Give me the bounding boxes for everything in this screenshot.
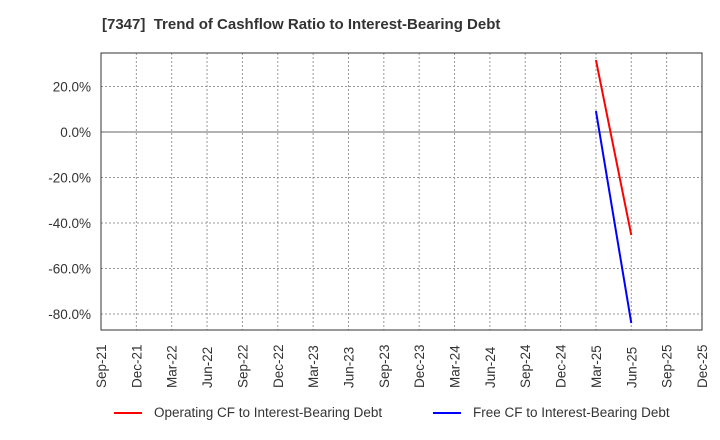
plot-frame (100, 52, 703, 331)
x-tick-label: Dec-22 (271, 344, 286, 388)
x-tick-label: Sep-23 (377, 344, 392, 388)
x-tick-label: Jun-23 (341, 347, 356, 388)
x-tick-label: Jun-22 (200, 347, 215, 388)
series-line (594, 110, 633, 324)
data-series (594, 59, 633, 324)
y-tick-label: -20.0% (48, 171, 91, 186)
x-tick-label: Jun-24 (483, 346, 498, 388)
x-tick-label: Sep-24 (518, 344, 533, 388)
y-axis: 20.0% 0.0% -20.0% -40.0% -60.0% -80.0% (48, 80, 91, 323)
x-tick-label: Sep-21 (94, 344, 109, 388)
x-tick-label: Dec-24 (554, 344, 569, 388)
y-tick-label: 20.0% (53, 80, 91, 95)
x-tick-label: Mar-25 (589, 345, 604, 388)
y-tick-label: -40.0% (48, 216, 91, 231)
x-tick-label: Dec-23 (412, 344, 427, 388)
legend: Operating CF to Interest-Bearing Debt Fr… (0, 405, 720, 425)
chart-title: [7347] Trend of Cashflow Ratio to Intere… (102, 16, 501, 33)
x-tick-label: Mar-23 (306, 345, 321, 388)
grid-lines (101, 53, 702, 330)
x-tick-label: Mar-24 (448, 345, 463, 388)
x-axis: Sep-21 Dec-21 Mar-22 Jun-22 Sep-22 Dec-22 Mar-… (94, 344, 710, 388)
y-tick-label: -60.0% (48, 262, 91, 277)
x-tick-label: Jun-25 (624, 347, 639, 388)
legend-label: Operating CF to Interest-Bearing Debt (154, 405, 383, 420)
y-tick-label: 0.0% (60, 125, 91, 140)
x-tick-label: Dec-21 (129, 344, 144, 388)
x-tick-label: Mar-22 (165, 345, 180, 388)
x-tick-label: Sep-25 (660, 344, 675, 388)
legend-label: Free CF to Interest-Bearing Debt (473, 405, 670, 420)
legend-item-free-cf: Free CF to Interest-Bearing Debt (433, 405, 670, 420)
x-tick-label: Dec-25 (695, 344, 710, 388)
y-tick-label: -80.0% (48, 307, 91, 322)
legend-item-operating-cf: Operating CF to Interest-Bearing Debt (114, 405, 382, 420)
legend-swatch-blue (433, 411, 461, 414)
x-tick-label: Sep-22 (235, 344, 250, 388)
legend-swatch-red (114, 411, 142, 414)
series-line (594, 59, 633, 236)
